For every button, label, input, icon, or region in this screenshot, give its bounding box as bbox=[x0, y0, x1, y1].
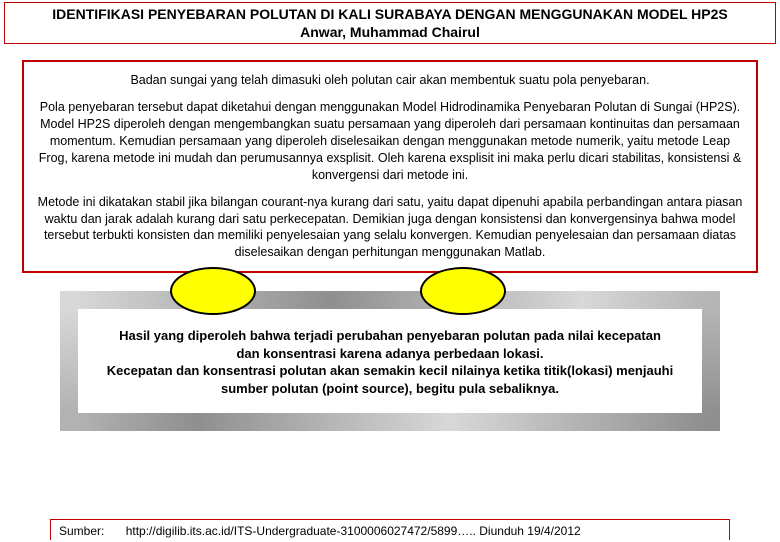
abstract-p3: Metode ini dikatakan stabil jika bilanga… bbox=[36, 194, 744, 262]
abstract-p2: Pola penyebaran tersebut dapat diketahui… bbox=[36, 99, 744, 183]
header-box: IDENTIFIKASI PENYEBARAN POLUTAN DI KALI … bbox=[4, 2, 776, 44]
result-box: Hasil yang diperoleh bahwa terjadi perub… bbox=[60, 291, 720, 431]
result-line2: Kecepatan dan konsentrasi polutan akan s… bbox=[106, 362, 674, 397]
source-box: Sumber: http://digilib.its.ac.id/ITS-Und… bbox=[50, 519, 730, 540]
page-title: IDENTIFIKASI PENYEBARAN POLUTAN DI KALI … bbox=[9, 5, 771, 23]
result-line1: Hasil yang diperoleh bahwa terjadi perub… bbox=[106, 327, 674, 362]
source-text: http://digilib.its.ac.id/ITS-Undergradua… bbox=[126, 524, 581, 538]
source-label: Sumber: bbox=[59, 524, 104, 538]
result-wrap: Hasil yang diperoleh bahwa terjadi perub… bbox=[60, 291, 720, 431]
ellipse-decor-left bbox=[170, 267, 256, 315]
ellipse-decor-right bbox=[420, 267, 506, 315]
author: Anwar, Muhammad Chairul bbox=[9, 23, 771, 41]
abstract-p1: Badan sungai yang telah dimasuki oleh po… bbox=[36, 72, 744, 89]
abstract-box: Badan sungai yang telah dimasuki oleh po… bbox=[22, 60, 758, 273]
